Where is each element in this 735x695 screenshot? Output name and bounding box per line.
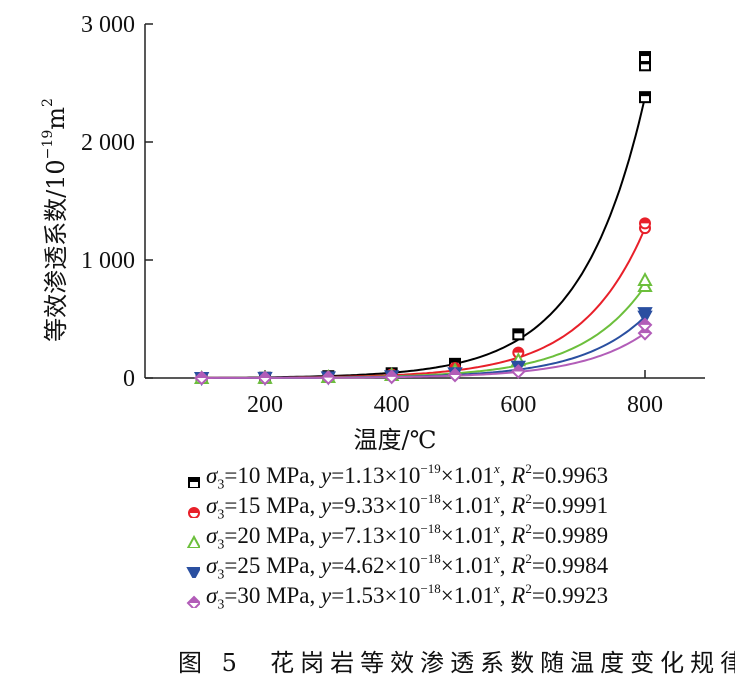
legend-entry: σ3=20 MPa, y=7.13×10−18×1.01x, R2=0.9989: [186, 522, 608, 556]
legend: σ3=10 MPa, y=1.13×10−19×1.01x, R2=0.9963…: [186, 462, 608, 616]
y-tick-label: 2 000: [81, 130, 135, 156]
legend-marker-shape: [186, 567, 200, 578]
legend-label: σ3=15 MPa, y=9.33×10−18×1.01x, R2=0.9991: [206, 491, 609, 523]
legend-marker-shape-fill: [189, 478, 199, 482]
x-tick-label: 600: [500, 392, 536, 418]
x-tick-label: 800: [627, 392, 663, 418]
x-tick-label: 400: [374, 392, 410, 418]
y-tick-label: 1 000: [81, 248, 135, 274]
legend-marker-shape-fill: [188, 597, 200, 603]
marker-s3-extra0: [637, 307, 653, 322]
x-tick-label: 200: [247, 392, 283, 418]
axes: 0 1 000 2 000 3 000 200 400 600 800: [81, 12, 705, 418]
legend-marker-triangle-down: [186, 567, 200, 578]
x-axis-label: 温度/℃: [354, 426, 437, 454]
legend-entry: σ3=30 MPa, y=1.53×10−18×1.01x, R2=0.9923: [186, 582, 608, 616]
marker-s1-p5-fill: [513, 347, 524, 353]
figure-caption: 图 5 花岗岩等效渗透系数随温度变化规律: [178, 643, 735, 678]
legend-marker-shape: [186, 534, 200, 548]
fit-curve-0: [201, 96, 646, 379]
marker-s4-p2-fill: [322, 371, 335, 378]
legend-entry: σ3=25 MPa, y=4.62×10−18×1.01x, R2=0.9984: [186, 552, 608, 586]
marker-s0-p6-fill: [640, 92, 650, 97]
svg-text:等效渗透系数/10−19m2: 等效渗透系数/10−19m2: [40, 98, 70, 342]
legend-marker-shape-fill: [189, 508, 199, 513]
legend-entry: σ3=15 MPa, y=9.33×10−18×1.01x, R2=0.9991: [186, 492, 608, 526]
marker-s4-p5-fill: [512, 365, 525, 372]
legend-marker-square: [188, 477, 200, 488]
marker-s0-p5-fill: [513, 329, 524, 334]
marker-s4-p4-fill: [449, 369, 461, 376]
legend-label: σ3=30 MPa, y=1.53×10−18×1.01x, R2=0.9923: [206, 581, 609, 613]
marker-s4-p0-fill: [195, 372, 208, 378]
y-tick-label: 3 000: [81, 12, 135, 38]
legend-marker-triangle-up: [186, 534, 200, 548]
y-axis-label-exp: −19: [40, 130, 56, 160]
legend-marker-circle: [188, 507, 200, 518]
legend-label: σ3=20 MPa, y=7.13×10−18×1.01x, R2=0.9989: [206, 521, 609, 553]
marker-s4-p3-fill: [385, 370, 398, 377]
fit-curve-2: [201, 285, 646, 379]
marker-s0-extra1-fill: [640, 52, 650, 57]
data-markers: [193, 51, 653, 387]
chart: 0 1 000 2 000 3 000 200 400 600 800 温度/℃ 等效渗透系数…: [40, 12, 705, 454]
legend-entry: σ3=10 MPa, y=1.13×10−19×1.01x, R2=0.9963: [186, 462, 608, 496]
caption-text: 花岗岩等效渗透系数随温度变化规律: [270, 649, 735, 677]
axis-labels: 温度/℃ 等效渗透系数/10−19m2: [40, 98, 436, 454]
y-axis-label-unit-exp: 2: [40, 98, 56, 107]
y-axis-label-text: 等效渗透系数/10: [42, 159, 70, 342]
marker-s2-extra0: [637, 271, 653, 287]
marker-s0-p4-fill: [450, 358, 460, 363]
y-axis-label-unit: m: [42, 107, 70, 130]
caption-label: 图 5: [178, 649, 243, 677]
legend-label: σ3=10 MPa, y=1.13×10−19×1.01x, R2=0.9963: [206, 461, 609, 493]
fit-curve-4: [201, 332, 646, 379]
legend-marker-diamond: [186, 595, 200, 608]
y-axis-label: 等效渗透系数/10−19m2: [40, 98, 70, 342]
fit-curves: [201, 96, 646, 379]
marker-s1-extra0-fill: [640, 218, 650, 224]
y-tick-label: 0: [123, 366, 135, 392]
marker-s4-p1-fill: [259, 372, 271, 378]
marker-s4-extra0-fill: [639, 318, 651, 325]
legend-label: σ3=25 MPa, y=4.62×10−18×1.01x, R2=0.9984: [206, 551, 609, 583]
